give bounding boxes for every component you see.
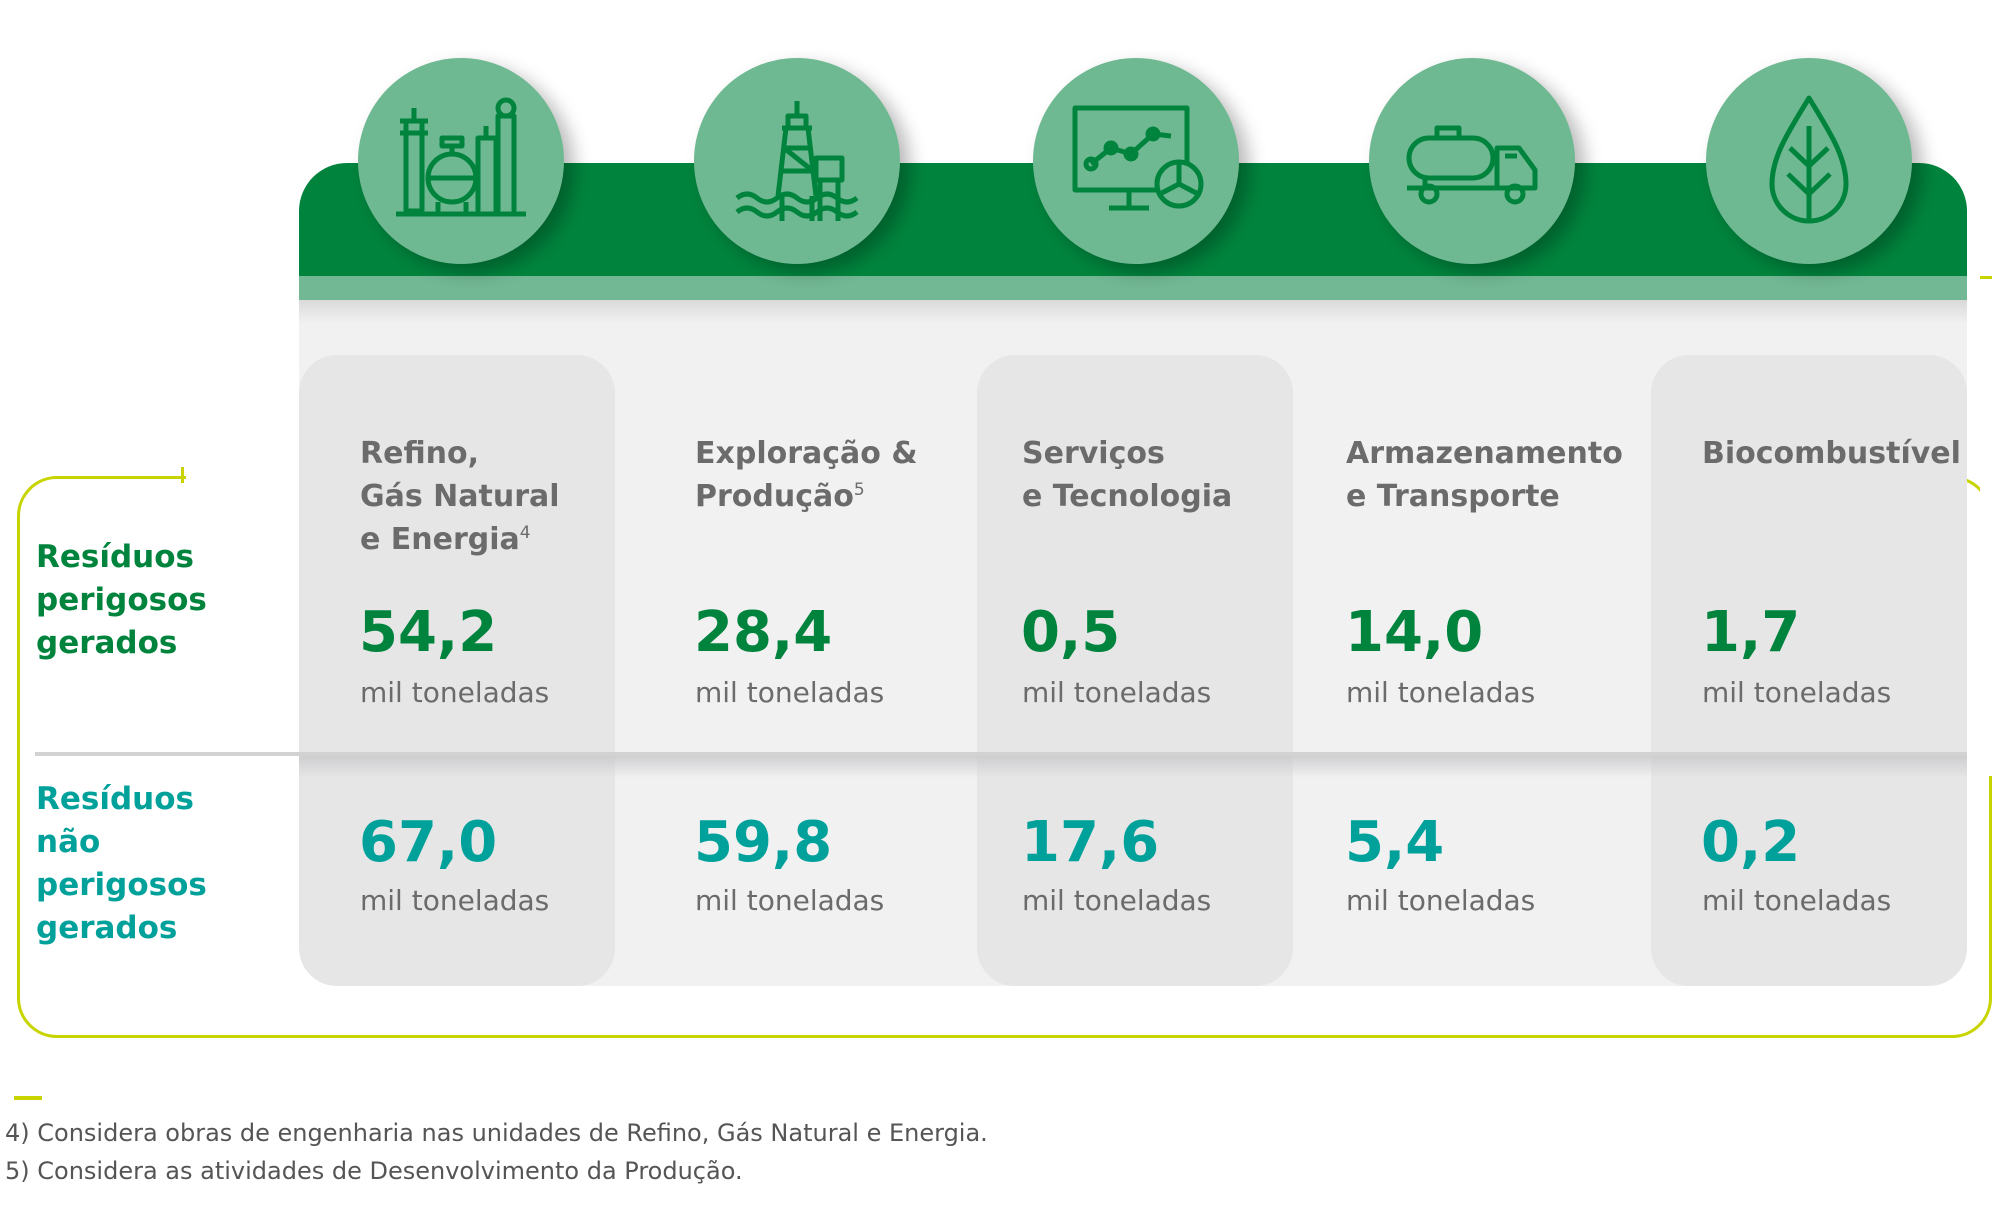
category-title-biocombustivel: Biocombustível bbox=[1702, 432, 1961, 475]
category-title-line: e Transporte bbox=[1346, 479, 1560, 514]
non-hazardous-value-refino: 67,0 bbox=[359, 810, 498, 875]
hazardous-unit-biocombustivel: mil toneladas bbox=[1702, 676, 1892, 709]
non-hazardous-unit-biocombustivel: mil toneladas bbox=[1702, 884, 1892, 917]
category-title-line: e Tecnologia bbox=[1022, 479, 1233, 514]
category-title-line: Armazenamento bbox=[1346, 436, 1623, 471]
footnote-marker: 4 bbox=[519, 523, 531, 543]
category-title-line: Produção5 bbox=[695, 475, 918, 518]
row-divider bbox=[35, 752, 1967, 756]
refinery-icon bbox=[358, 58, 564, 264]
footnote-marker: 5 bbox=[853, 480, 865, 500]
non-hazardous-unit-armazenamento: mil toneladas bbox=[1346, 884, 1536, 917]
hazardous-unit-armazenamento: mil toneladas bbox=[1346, 676, 1536, 709]
non-hazardous-value-exploracao: 59,8 bbox=[694, 810, 833, 875]
tanker-truck-icon bbox=[1369, 58, 1575, 264]
category-title-line: Serviços bbox=[1022, 436, 1165, 471]
hazardous-value-exploracao: 28,4 bbox=[694, 600, 833, 665]
category-title-line: Biocombustível bbox=[1702, 436, 1961, 471]
category-title-armazenamento: Armazenamento e Transporte bbox=[1346, 432, 1623, 518]
hazardous-unit-exploracao: mil toneladas bbox=[695, 676, 885, 709]
category-title-text: e Energia bbox=[360, 522, 520, 557]
frame-tick-right bbox=[1980, 276, 1992, 279]
category-title-exploracao: Exploração & Produção5 bbox=[695, 432, 918, 518]
footnote-4: 4) Considera obras de engenharia nas uni… bbox=[5, 1119, 988, 1147]
header-shadow bbox=[299, 300, 1967, 324]
non-hazardous-value-armazenamento: 5,4 bbox=[1345, 810, 1445, 875]
non-hazardous-unit-servicos: mil toneladas bbox=[1022, 884, 1212, 917]
column-background-3 bbox=[977, 355, 1293, 986]
column-background-1 bbox=[299, 355, 615, 986]
row-label-hazardous: Resíduos perigosos gerados bbox=[36, 536, 207, 665]
category-title-line: Gás Natural bbox=[360, 479, 560, 514]
hazardous-unit-refino: mil toneladas bbox=[360, 676, 550, 709]
non-hazardous-unit-refino: mil toneladas bbox=[360, 884, 550, 917]
row-label-line: Resíduos bbox=[36, 539, 194, 575]
category-title-servicos: Serviços e Tecnologia bbox=[1022, 432, 1232, 518]
category-title-text: Produção bbox=[695, 479, 854, 514]
leaf-icon bbox=[1706, 58, 1912, 264]
frame-tick-left bbox=[181, 467, 184, 483]
category-title-line: Exploração & bbox=[695, 436, 918, 471]
row-divider-shadow bbox=[299, 756, 1967, 778]
row-label-line: gerados bbox=[36, 910, 178, 946]
frame-gap-right bbox=[1980, 470, 1994, 776]
footnote-dash bbox=[14, 1096, 42, 1100]
non-hazardous-value-servicos: 17,6 bbox=[1021, 810, 1160, 875]
footnote-5: 5) Considera as atividades de Desenvolvi… bbox=[5, 1157, 743, 1185]
row-label-line: Resíduos bbox=[36, 781, 194, 817]
row-label-non-hazardous: Resíduos não perigosos gerados bbox=[36, 778, 207, 950]
row-label-line: perigosos bbox=[36, 867, 207, 903]
column-background-5 bbox=[1651, 355, 1967, 986]
hazardous-value-refino: 54,2 bbox=[359, 600, 498, 665]
category-title-line: Refino, bbox=[360, 436, 480, 471]
row-label-line: não bbox=[36, 824, 101, 860]
hazardous-value-servicos: 0,5 bbox=[1021, 600, 1121, 665]
monitor-chart-icon bbox=[1033, 58, 1239, 264]
non-hazardous-value-biocombustivel: 0,2 bbox=[1701, 810, 1801, 875]
header-strip bbox=[299, 276, 1967, 300]
hazardous-unit-servicos: mil toneladas bbox=[1022, 676, 1212, 709]
non-hazardous-unit-exploracao: mil toneladas bbox=[695, 884, 885, 917]
category-title-refino: Refino, Gás Natural e Energia4 bbox=[360, 432, 560, 561]
hazardous-value-armazenamento: 14,0 bbox=[1345, 600, 1484, 665]
row-label-line: gerados bbox=[36, 625, 178, 661]
row-label-line: perigosos bbox=[36, 582, 207, 618]
hazardous-value-biocombustivel: 1,7 bbox=[1701, 600, 1801, 665]
oil-platform-icon bbox=[694, 58, 900, 264]
category-title-line: e Energia4 bbox=[360, 518, 560, 561]
